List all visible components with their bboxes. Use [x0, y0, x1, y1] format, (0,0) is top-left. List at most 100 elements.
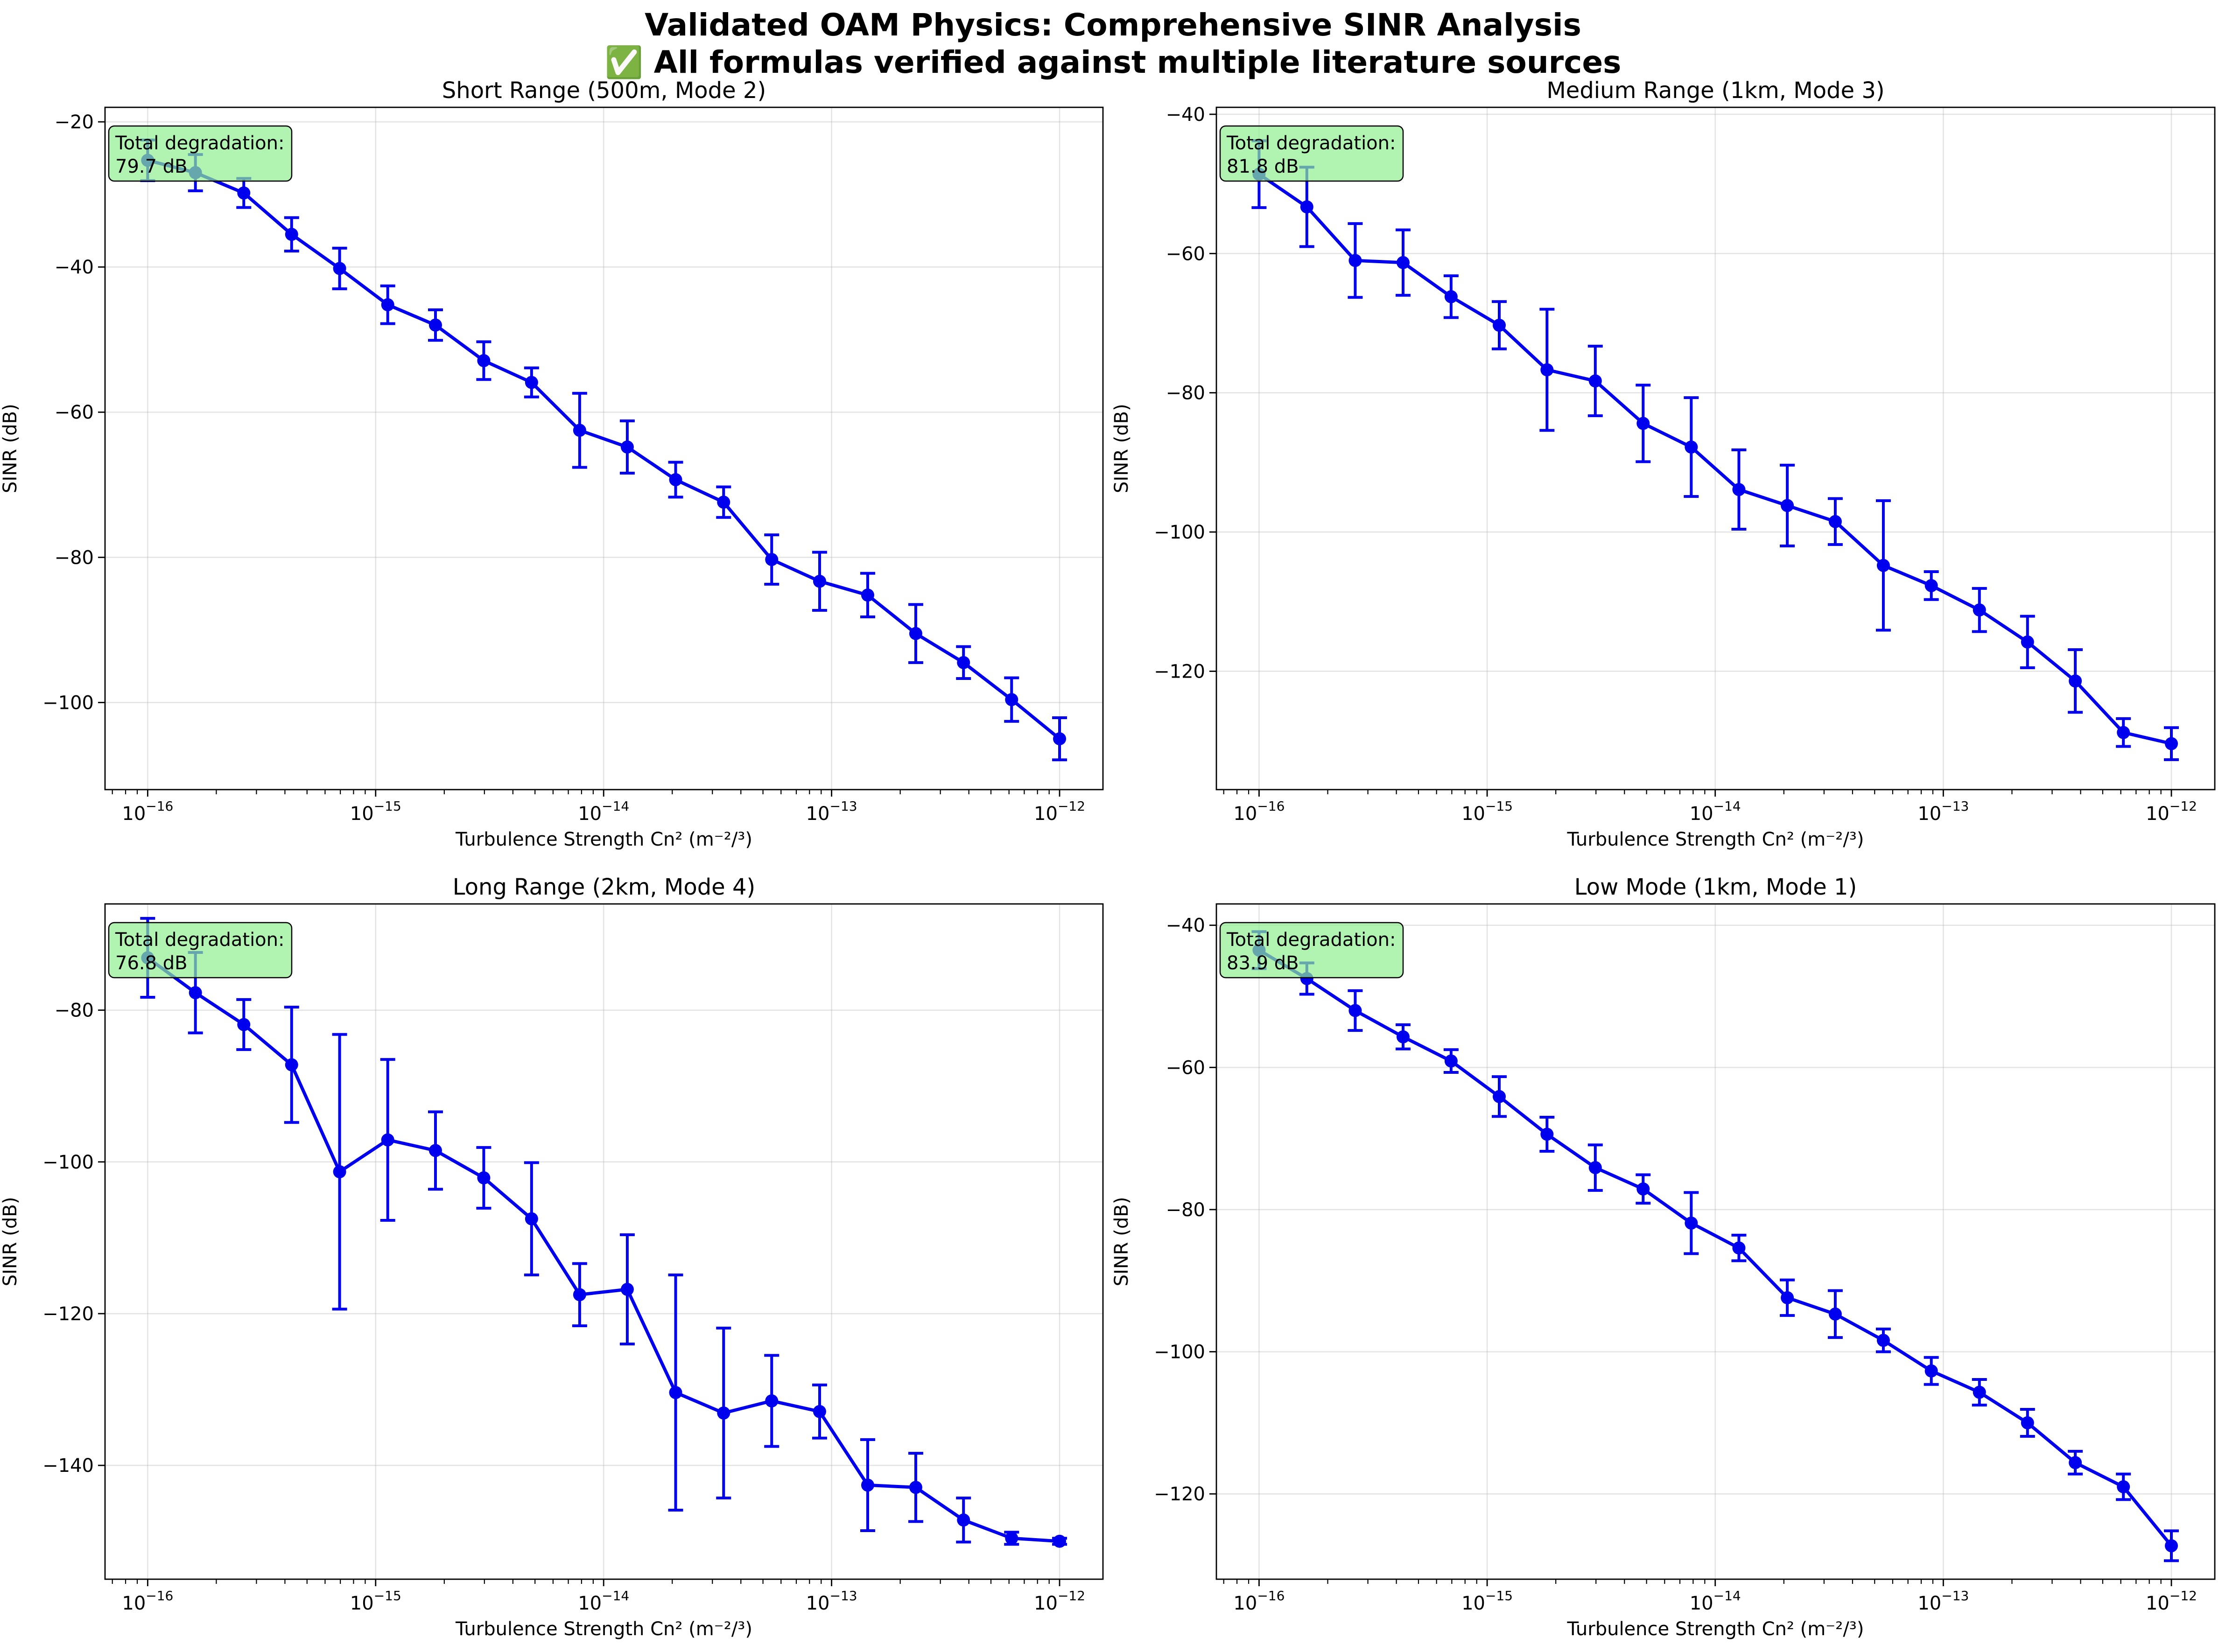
data-point: [2069, 1456, 2082, 1470]
annotation-box: [108, 125, 293, 182]
data-point: [1876, 1334, 1890, 1347]
x-tick-label: 10−12: [2146, 1588, 2197, 1614]
data-point: [861, 1478, 874, 1492]
y-tick-label: −60: [55, 402, 94, 423]
y-tick-label: −80: [1166, 383, 1205, 404]
data-point: [2069, 674, 2082, 688]
figure-title: Validated OAM Physics: Comprehensive SIN…: [0, 7, 2226, 81]
subplot-short-range: −100 −80 −60 −40 −20 10−16 10−15 10−14 10−13 10−1…: [0, 77, 1104, 850]
data-point: [765, 1394, 779, 1407]
data-point: [1396, 256, 1410, 269]
y-tick-label: −20: [55, 112, 94, 133]
x-axis-label: Turbulence Strength Cn² (m⁻²/³): [455, 1618, 752, 1640]
data-point: [1492, 1090, 1506, 1103]
data-point: [1781, 499, 1794, 512]
data-point: [909, 627, 922, 640]
data-point: [1588, 374, 1602, 388]
x-tick-label: 10−16: [122, 798, 173, 825]
data-point: [813, 1405, 826, 1418]
series-line: [147, 159, 1061, 740]
annotation-line-2: 81.8 dB: [1227, 156, 1299, 177]
y-tick-label: −60: [1166, 1057, 1205, 1078]
data-point: [428, 318, 442, 332]
data-point: [957, 656, 970, 669]
x-tick-label: 10−16: [1233, 1588, 1285, 1614]
data-point: [620, 1282, 634, 1296]
x-tick-label: 10−13: [1917, 798, 1969, 825]
annotation-line-1: Total degradation:: [115, 133, 284, 154]
data-point: [573, 1288, 586, 1302]
x-tick-label: 10−15: [350, 1588, 401, 1614]
data-point: [525, 376, 538, 389]
degradation-annotation: Total degradation:76.8 dB: [108, 922, 293, 979]
data-point: [1492, 318, 1506, 332]
y-tick-label: −120: [1154, 661, 1205, 682]
data-point: [477, 354, 491, 367]
series-line: [147, 956, 1060, 1543]
data-point: [1636, 1182, 1650, 1196]
x-tick-label: 10−12: [1034, 798, 1085, 825]
data-point: [1636, 417, 1650, 430]
y-tick-label: −100: [1154, 1342, 1205, 1363]
data-point: [620, 440, 634, 454]
data-point: [2117, 726, 2130, 739]
data-point: [2021, 635, 2034, 649]
x-tick-label: 10−15: [1461, 1588, 1513, 1614]
data-point: [1588, 1161, 1602, 1175]
y-tick-label: −80: [55, 547, 94, 568]
subplot-low-mode: −120 −100 −80 −60 −40 10−16 10−15 10−14 10−13 10−…: [1111, 874, 2216, 1640]
data-point: [813, 574, 826, 588]
data-point: [1444, 290, 1458, 303]
annotation-line-2: 76.8 dB: [115, 952, 188, 974]
data-point: [189, 986, 202, 1000]
data-point: [381, 298, 394, 312]
data-point: [237, 1018, 251, 1031]
data-point: [525, 1212, 538, 1225]
x-tick-label: 10−13: [806, 1588, 857, 1614]
data-point: [1348, 254, 1362, 267]
y-tick-label: −80: [55, 1000, 94, 1022]
y-axis-label: SINR (dB): [1111, 404, 1132, 493]
data-point: [1973, 603, 1986, 617]
data-point: [669, 473, 682, 486]
y-tick-label: −120: [42, 1303, 94, 1325]
data-point: [717, 1406, 730, 1420]
x-tick-label: 10−14: [578, 1588, 629, 1614]
y-tick-label: −40: [1166, 915, 1205, 937]
data-point: [1005, 1532, 1018, 1545]
y-tick-label: −100: [42, 692, 94, 714]
data-point: [909, 1481, 922, 1494]
data-point: [381, 1133, 394, 1147]
y-axis-label: SINR (dB): [0, 1197, 21, 1287]
data-point: [1053, 732, 1067, 746]
data-point: [1781, 1291, 1794, 1304]
annotation-line-1: Total degradation:: [1226, 133, 1396, 154]
x-tick-label: 10−13: [806, 798, 857, 825]
data-point: [2117, 1480, 2130, 1493]
degradation-annotation: Total degradation:79.7 dB: [108, 125, 293, 182]
subplot-title: Medium Range (1km, Mode 3): [1546, 77, 1884, 104]
x-tick-label: 10−14: [1690, 798, 1741, 825]
y-axis-label: SINR (dB): [0, 404, 21, 493]
data-point: [1973, 1386, 1986, 1399]
y-axis-label: SINR (dB): [1111, 1197, 1132, 1287]
annotation-box: [108, 922, 293, 979]
data-point: [1053, 1534, 1067, 1548]
annotation-line-1: Total degradation:: [115, 929, 284, 951]
x-tick-label: 10−12: [1034, 1588, 1085, 1614]
x-tick-label: 10−13: [1917, 1588, 1969, 1614]
data-point: [1396, 1030, 1410, 1043]
data-point: [1732, 1241, 1746, 1255]
data-point: [765, 553, 779, 566]
data-point: [1828, 515, 1842, 528]
annotation-line-2: 83.9 dB: [1227, 952, 1299, 974]
data-point: [1540, 363, 1554, 377]
data-point: [1828, 1307, 1842, 1321]
x-axis-label: Turbulence Strength Cn² (m⁻²/³): [455, 829, 752, 850]
y-tick-label: −140: [42, 1455, 94, 1477]
y-tick-label: −120: [1154, 1484, 1205, 1505]
y-tick-label: −40: [55, 257, 94, 278]
subplot-title: Low Mode (1km, Mode 1): [1574, 874, 1857, 900]
annotation-box: [1219, 125, 1404, 182]
data-point: [861, 588, 874, 602]
